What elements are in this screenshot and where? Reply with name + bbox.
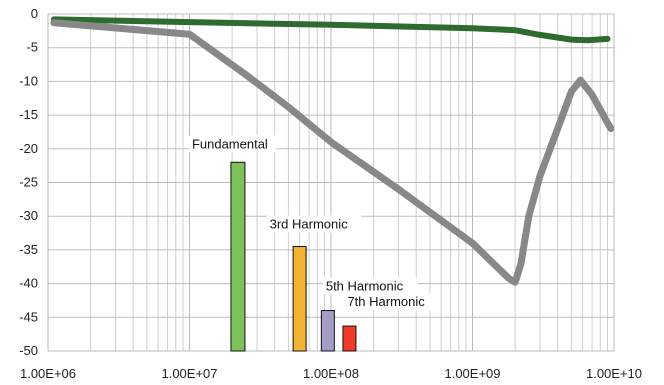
y-tick-label: -45 <box>19 309 38 324</box>
y-tick-label: -40 <box>19 276 38 291</box>
y-tick-label: -30 <box>19 208 38 223</box>
x-tick-label: 1.00E+10 <box>586 366 642 381</box>
bar-label: 7th Harmonic <box>347 294 425 309</box>
bar-label: 5th Harmonic <box>326 279 404 294</box>
harmonic-bar <box>342 325 357 352</box>
grid <box>47 13 615 352</box>
y-tick-label: -5 <box>26 40 38 55</box>
bar-label: 3rd Harmonic <box>270 217 349 232</box>
bar-label-background <box>266 215 362 233</box>
y-tick-label: -15 <box>19 107 38 122</box>
bar-label-background <box>344 293 440 311</box>
x-tick-label: 1.00E+06 <box>20 366 76 381</box>
series-line <box>50 16 611 44</box>
y-tick-label: -25 <box>19 175 38 190</box>
y-tick-label: -35 <box>19 242 38 257</box>
bar-label: Fundamental <box>192 136 268 151</box>
y-tick-label: 0 <box>31 6 38 21</box>
x-tick-label: 1.00E+08 <box>303 366 359 381</box>
axis-ticks: 0 -5 -10 -15 -20 -25 -30 -35 -40 -45 -50 1.00E+06 1.… <box>19 6 642 381</box>
bar-label-background <box>322 277 418 295</box>
x-tick-label: 1.00E+09 <box>444 366 500 381</box>
y-tick-label: -10 <box>19 73 38 88</box>
harmonic-bar <box>292 246 307 352</box>
bar-label-background <box>188 135 277 153</box>
y-tick-label: -50 <box>19 343 38 358</box>
y-tick-label: -20 <box>19 141 38 156</box>
harmonic-bar <box>320 310 335 352</box>
harmonic-bar <box>230 161 246 352</box>
series-line <box>50 19 615 286</box>
series-lines <box>50 16 615 286</box>
x-tick-label: 1.00E+07 <box>161 366 217 381</box>
